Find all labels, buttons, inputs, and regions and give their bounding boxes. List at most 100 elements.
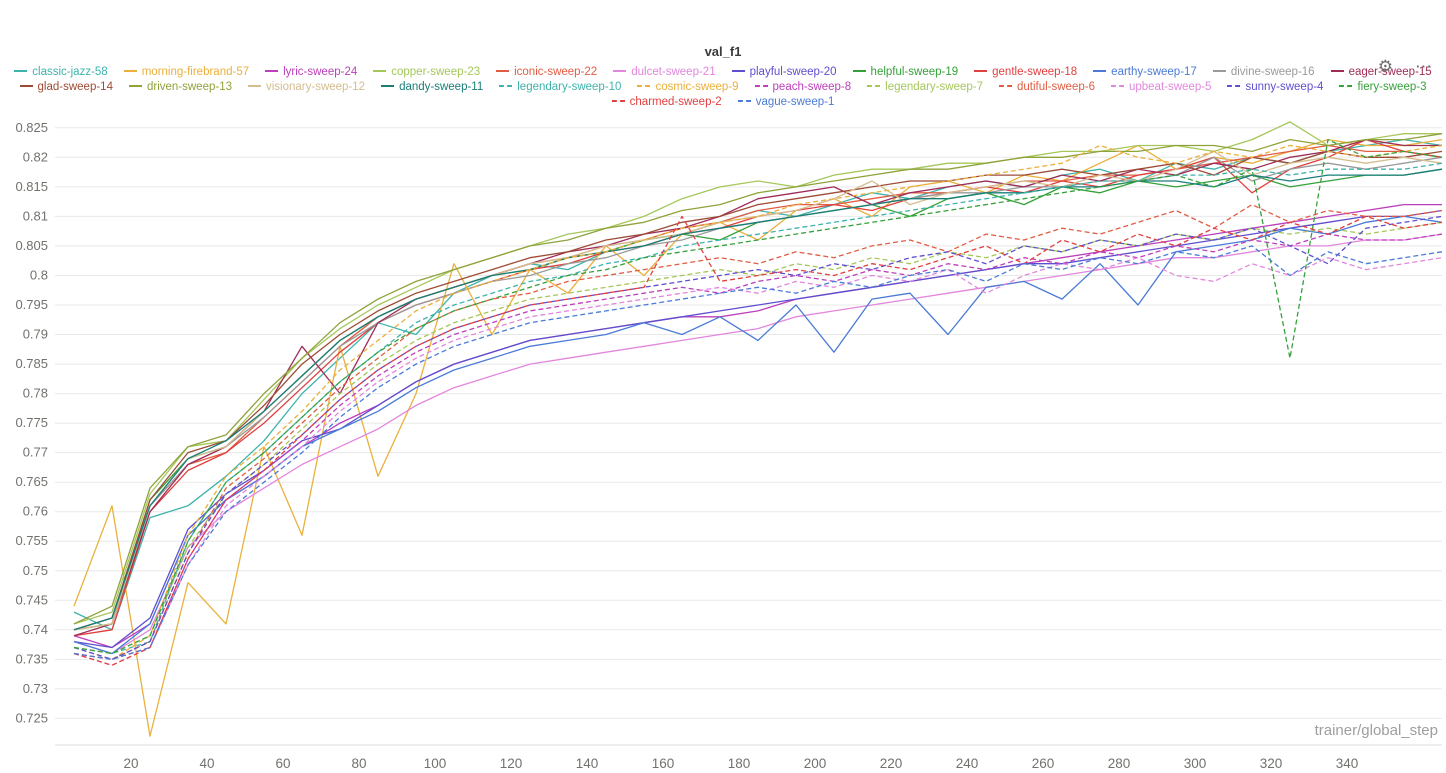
legend-swatch-icon [611, 100, 625, 102]
legend-item-peach-sweep-8[interactable]: peach-sweep-8 [754, 80, 851, 95]
legend-item-charmed-sweep-2[interactable]: charmed-sweep-2 [611, 95, 722, 110]
legend-swatch-icon [19, 85, 33, 87]
legend-item-gentle-sweep-18[interactable]: gentle-sweep-18 [974, 65, 1077, 80]
legend-row: charmed-sweep-2 vague-sweep-1 [0, 95, 1446, 110]
legend-item-lyric-sweep-24[interactable]: lyric-sweep-24 [265, 65, 357, 80]
legend-item-upbeat-sweep-5[interactable]: upbeat-sweep-5 [1110, 80, 1212, 95]
y-tick-label: 0.76 [23, 504, 48, 519]
gear-icon[interactable]: ⚙ [1377, 57, 1393, 76]
series-line-vague-sweep-1[interactable] [73, 245, 1443, 661]
legend-item-iconic-sweep-22[interactable]: iconic-sweep-22 [496, 65, 597, 80]
legend-label: earthy-sweep-17 [1111, 66, 1197, 78]
series-line-helpful-sweep-19[interactable] [73, 168, 1443, 631]
legend-item-earthy-sweep-17[interactable]: earthy-sweep-17 [1093, 65, 1197, 80]
legend-item-legendary-sweep-10[interactable]: legendary-sweep-10 [499, 80, 621, 95]
series-line-cosmic-sweep-9[interactable] [73, 144, 1443, 661]
series-line-driven-sweep-13[interactable] [73, 133, 1443, 625]
legend-item-divine-sweep-16[interactable]: divine-sweep-16 [1212, 65, 1315, 80]
y-tick-label: 0.725 [15, 710, 48, 725]
legend-label: dutiful-sweep-6 [1016, 81, 1095, 93]
x-tick-label: 120 [500, 756, 523, 771]
y-tick-label: 0.735 [15, 651, 48, 666]
legend-swatch-icon [1227, 85, 1241, 87]
series-line-earthy-sweep-17[interactable] [73, 215, 1443, 655]
legend-label: legendary-sweep-7 [885, 81, 983, 93]
legend-label: glad-sweep-14 [37, 81, 113, 93]
legend-label: playful-sweep-20 [749, 66, 837, 78]
legend-item-driven-sweep-13[interactable]: driven-sweep-13 [128, 80, 232, 95]
legend-item-visionary-sweep-12[interactable]: visionary-sweep-12 [247, 80, 365, 95]
series-line-upbeat-sweep-5[interactable] [73, 257, 1443, 666]
series-line-peach-sweep-8[interactable] [73, 233, 1443, 661]
y-tick-label: 0.745 [15, 592, 48, 607]
x-tick-label: 260 [1032, 756, 1055, 771]
legend-label: vague-sweep-1 [755, 96, 835, 108]
legend-label: legendary-sweep-10 [517, 81, 622, 93]
legend-label: charmed-sweep-2 [629, 96, 722, 108]
line-chart-canvas[interactable]: 0.725 0.73 0.735 0.74 0.745 0.75 0.755 0.76 0.76… [0, 112, 1446, 773]
legend-item-vague-sweep-1[interactable]: vague-sweep-1 [737, 95, 835, 110]
y-tick-label: 0.785 [15, 356, 48, 371]
legend-item-morning-firebrand-57[interactable]: morning-firebrand-57 [123, 65, 249, 80]
legend-swatch-icon [496, 70, 510, 72]
x-tick-label: 60 [275, 756, 290, 771]
legend-item-sunny-sweep-4[interactable]: sunny-sweep-4 [1227, 80, 1323, 95]
legend-item-fiery-sweep-3[interactable]: fiery-sweep-3 [1339, 80, 1426, 95]
legend-item-copper-sweep-23[interactable]: copper-sweep-23 [373, 65, 480, 80]
metric-panel: ⚙ ⋯ val_f1 classic-jazz-58 morning-firebr… [0, 44, 1446, 773]
legend-swatch-icon [754, 85, 768, 87]
x-tick-label: 80 [351, 756, 366, 771]
x-tick-label: 160 [652, 756, 675, 771]
x-tick-label: 140 [576, 756, 599, 771]
series-line-fiery-sweep-3[interactable] [73, 138, 1443, 655]
more-options-icon[interactable]: ⋯ [1415, 57, 1432, 76]
legend-item-dandy-sweep-11[interactable]: dandy-sweep-11 [381, 80, 483, 95]
legend-swatch-icon [613, 70, 627, 72]
series-line-charmed-sweep-2[interactable] [73, 215, 1443, 666]
legend-swatch-icon [499, 85, 513, 87]
x-tick-label: 20 [123, 756, 138, 771]
x-tick-label: 180 [728, 756, 751, 771]
legend-item-dulcet-sweep-21[interactable]: dulcet-sweep-21 [613, 65, 716, 80]
series-line-iconic-sweep-22[interactable] [73, 144, 1443, 631]
legend-swatch-icon [123, 70, 137, 72]
series-line-dandy-sweep-11[interactable] [73, 168, 1443, 631]
legend-item-glad-sweep-14[interactable]: glad-sweep-14 [19, 80, 113, 95]
series-line-visionary-sweep-12[interactable] [73, 150, 1443, 631]
chart-title: val_f1 [704, 44, 742, 59]
series-line-lyric-sweep-24[interactable] [73, 203, 1442, 649]
legend-item-eager-sweep-15[interactable]: eager-sweep-15 [1330, 65, 1432, 80]
legend-label: fiery-sweep-3 [1357, 81, 1427, 93]
legend-label: cosmic-sweep-9 [655, 81, 739, 93]
series-line-copper-sweep-23[interactable] [73, 121, 1442, 625]
legend-item-helpful-sweep-19[interactable]: helpful-sweep-19 [852, 65, 959, 80]
legend-label: eager-sweep-15 [1348, 66, 1432, 78]
legend-swatch-icon [731, 70, 745, 72]
y-tick-label: 0.8 [30, 268, 48, 283]
series-line-glad-sweep-14[interactable] [73, 150, 1443, 631]
x-tick-label: 100 [424, 756, 447, 771]
legend-item-playful-sweep-20[interactable]: playful-sweep-20 [731, 65, 837, 80]
y-tick-label: 0.77 [23, 445, 48, 460]
legend-item-cosmic-sweep-9[interactable]: cosmic-sweep-9 [637, 80, 739, 95]
legend-label: upbeat-sweep-5 [1128, 81, 1212, 93]
panel-toolbar: ⚙ ⋯ [1376, 56, 1434, 77]
legend-label: divine-sweep-16 [1230, 66, 1315, 78]
legend-label: iconic-sweep-22 [514, 66, 598, 78]
legend-item-dutiful-sweep-6[interactable]: dutiful-sweep-6 [998, 80, 1095, 95]
legend-label: dandy-sweep-11 [399, 81, 484, 93]
legend-item-classic-jazz-58[interactable]: classic-jazz-58 [14, 65, 108, 80]
legend-label: gentle-sweep-18 [992, 66, 1078, 78]
series-line-eager-sweep-15[interactable] [73, 138, 1442, 637]
legend-label: classic-jazz-58 [32, 66, 108, 78]
legend-swatch-icon [737, 100, 751, 102]
legend-label: helpful-sweep-19 [870, 66, 959, 78]
legend-label: copper-sweep-23 [391, 66, 481, 78]
legend-swatch-icon [373, 70, 387, 72]
legend-swatch-icon [637, 85, 651, 87]
legend-swatch-icon [247, 85, 261, 87]
x-tick-label: 200 [804, 756, 827, 771]
legend-swatch-icon [1330, 70, 1344, 72]
legend-row: classic-jazz-58 morning-firebrand-57 lyric… [0, 65, 1446, 80]
legend-item-legendary-sweep-7[interactable]: legendary-sweep-7 [867, 80, 983, 95]
